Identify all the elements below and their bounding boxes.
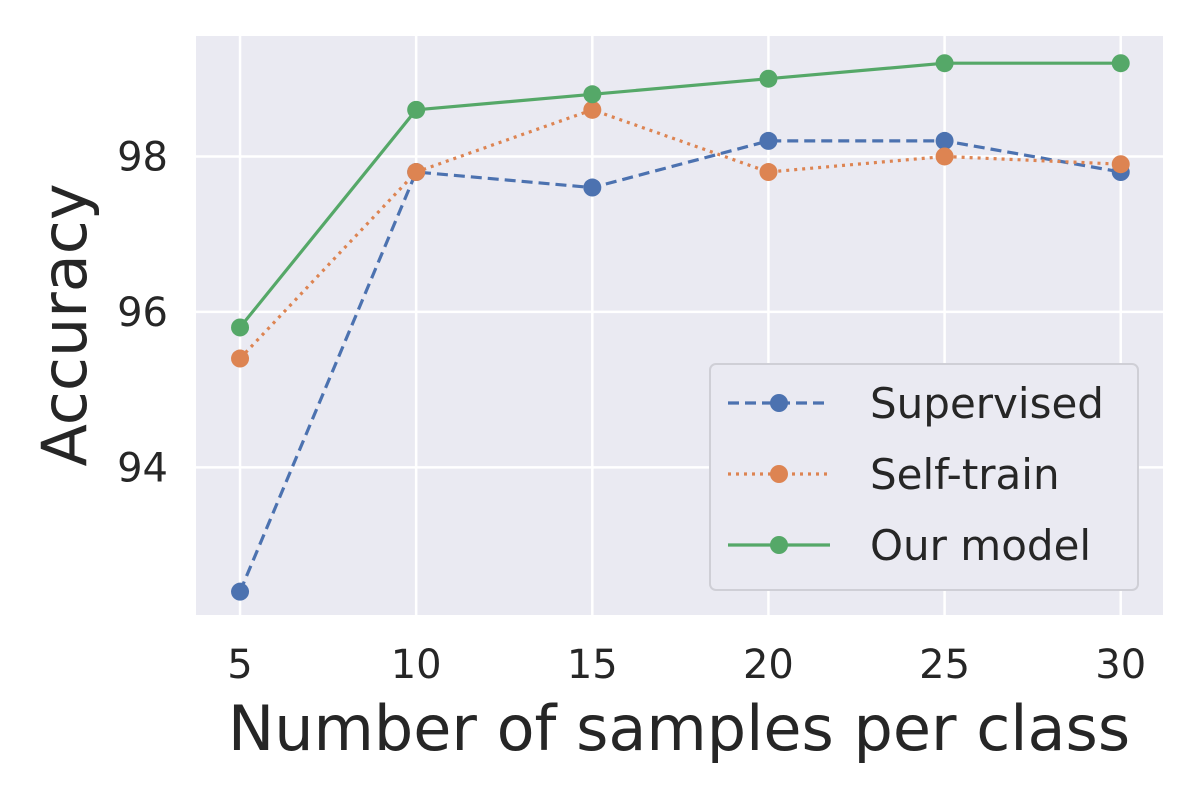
data-point xyxy=(759,69,778,88)
legend: Supervised Self-train Our model xyxy=(709,363,1139,591)
legend-item: Supervised xyxy=(728,379,1104,428)
legend-label: Our model xyxy=(870,521,1091,570)
x-tick-label: 30 xyxy=(1095,642,1146,688)
series-layer xyxy=(231,54,1130,601)
data-point xyxy=(1111,155,1130,174)
data-point xyxy=(759,131,778,150)
data-point xyxy=(407,100,426,119)
data-point xyxy=(935,131,954,150)
x-tick-label: 25 xyxy=(919,642,970,688)
data-point xyxy=(583,100,602,119)
series-line xyxy=(238,61,1121,329)
data-point xyxy=(231,582,250,601)
x-tick-labels: 5 10 15 20 25 30 xyxy=(227,642,1146,688)
data-point xyxy=(231,318,250,337)
legend-box xyxy=(709,363,1139,591)
data-point xyxy=(1111,54,1130,73)
x-tick-label: 15 xyxy=(567,642,618,688)
legend-item: Our model xyxy=(728,521,1091,570)
legend-marker xyxy=(770,394,788,412)
data-point xyxy=(935,147,954,166)
data-point xyxy=(583,85,602,104)
y-tick-labels: 94 96 98 xyxy=(117,134,168,491)
x-axis-label: Number of samples per class xyxy=(228,692,1130,765)
data-point xyxy=(407,163,426,182)
legend-item: Self-train xyxy=(728,450,1060,499)
legend-label: Self-train xyxy=(870,450,1060,499)
x-tick-label: 10 xyxy=(391,642,442,688)
legend-label: Supervised xyxy=(870,379,1104,428)
series-our-model xyxy=(231,54,1130,337)
series-self-train xyxy=(231,100,1130,368)
legend-items: Supervised Self-train Our model xyxy=(728,379,1104,570)
y-tick-label: 98 xyxy=(117,134,168,180)
y-tick-label: 94 xyxy=(117,445,168,491)
data-point xyxy=(935,54,954,73)
legend-marker xyxy=(770,465,788,483)
x-tick-label: 20 xyxy=(743,642,794,688)
series-line xyxy=(238,139,1121,593)
data-point xyxy=(583,178,602,197)
x-tick-label: 5 xyxy=(227,642,252,688)
y-tick-label: 96 xyxy=(117,290,168,336)
data-point xyxy=(231,349,250,368)
series-line xyxy=(238,108,1121,360)
legend-marker xyxy=(770,536,788,554)
y-axis-label: Accuracy xyxy=(28,183,101,466)
data-point xyxy=(759,163,778,182)
